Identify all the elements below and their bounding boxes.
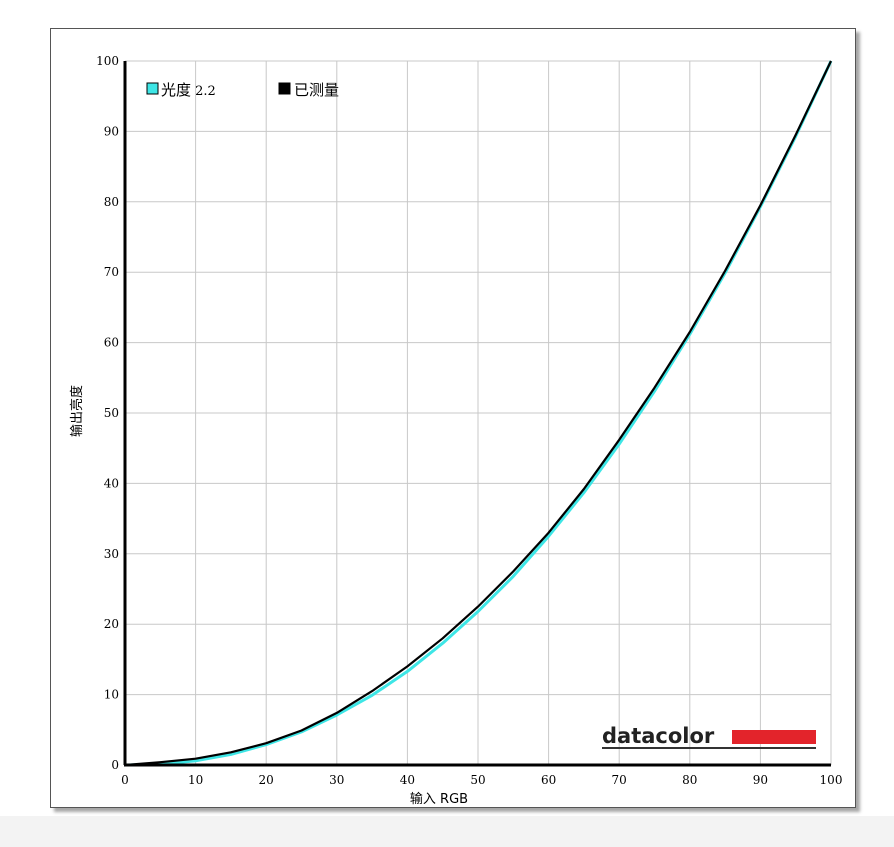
x-tick-label: 30	[329, 773, 344, 787]
chart-panel: 0 10 20 30 40 50 60 70 80 90 100 0 10 20 30 40 50 60 70 80…	[50, 28, 856, 808]
y-tick-label: 50	[104, 406, 119, 420]
x-tick-label: 20	[259, 773, 274, 787]
x-tick-labels: 0 10 20 30 40 50 60 70 80 90 100	[121, 773, 842, 787]
y-tick-label: 0	[111, 758, 119, 772]
gamma-chart: 0 10 20 30 40 50 60 70 80 90 100 0 10 20 30 40 50 60 70 80…	[69, 54, 842, 807]
y-tick-label: 70	[104, 265, 119, 279]
x-axis-title: 输入 RGB	[410, 791, 468, 807]
y-tick-label: 30	[104, 547, 119, 561]
legend: 光度 2.2 已测量	[146, 81, 339, 99]
series-line-1	[124, 60, 832, 767]
x-tick-label: 90	[753, 773, 768, 787]
x-tick-label: 60	[541, 773, 556, 787]
logo-text: datacolor	[602, 724, 715, 748]
y-tick-labels: 0 10 20 30 40 50 60 70 80 90 100	[96, 54, 119, 772]
logo-red-bar	[732, 730, 816, 744]
y-tick-label: 40	[104, 476, 119, 490]
grid-lines	[124, 60, 832, 766]
axes	[123, 61, 831, 767]
logo-underline	[602, 747, 816, 749]
legend-label-measured: 已测量	[294, 81, 339, 99]
y-tick-label: 10	[104, 688, 119, 702]
y-tick-label: 90	[104, 124, 119, 138]
legend-swatch-measured	[278, 82, 291, 95]
y-tick-label: 20	[104, 617, 119, 631]
x-tick-label: 40	[400, 773, 415, 787]
legend-label-gamma: 光度 2.2	[161, 81, 216, 99]
window-bottom-strip	[0, 816, 894, 847]
x-tick-label: 0	[121, 773, 129, 787]
legend-swatch-gamma	[146, 82, 159, 95]
series-lines	[124, 60, 833, 767]
y-tick-label: 80	[104, 195, 119, 209]
datacolor-logo: datacolor	[602, 724, 816, 749]
y-tick-label: 60	[104, 336, 119, 350]
x-tick-label: 70	[612, 773, 627, 787]
y-axis-title: 输出亮度	[69, 385, 85, 437]
x-tick-label: 80	[682, 773, 697, 787]
x-tick-label: 10	[188, 773, 203, 787]
y-tick-label: 100	[96, 54, 119, 68]
x-tick-label: 50	[470, 773, 485, 787]
x-tick-label: 100	[820, 773, 843, 787]
